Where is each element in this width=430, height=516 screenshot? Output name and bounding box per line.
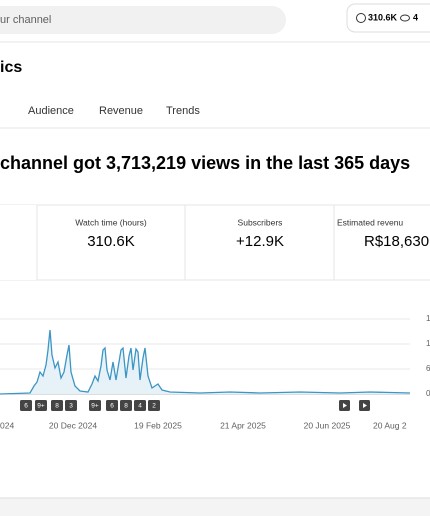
clock-icon	[356, 13, 366, 23]
search-box[interactable]	[0, 6, 286, 34]
annotation-count: 6	[24, 403, 28, 410]
annotation-marker[interactable]	[35, 400, 47, 411]
x-label: 024	[0, 420, 14, 430]
y-label: 1	[426, 339, 430, 348]
card-value: 310.6K	[87, 233, 135, 250]
tab[interactable]: Revenue	[99, 105, 143, 117]
annotation-count: 9+	[37, 403, 45, 410]
card-value: R$18,630	[364, 233, 429, 250]
annotation-marker[interactable]	[89, 400, 101, 411]
status-pill[interactable]	[346, 3, 430, 33]
headline: channel got 3,713,219 views in the last …	[0, 153, 410, 173]
card-label: Estimated revenu	[337, 217, 403, 227]
card-label: Watch time (hours)	[75, 217, 147, 227]
play-icon	[343, 403, 347, 408]
x-label: 20 Aug 2	[373, 420, 407, 430]
markers: 6 9+ 8 3 9+ 6 8 4 2	[20, 400, 160, 411]
eye-icon	[400, 14, 410, 22]
search-placeholder: ur channel	[0, 14, 51, 26]
y-label: 6	[426, 364, 430, 373]
annotation-marker[interactable]	[106, 400, 118, 411]
annotation-marker[interactable]	[148, 400, 160, 411]
x-label: 20 Jun 2025	[304, 420, 351, 430]
annotation-count: 3	[69, 403, 73, 410]
annotation-marker[interactable]	[120, 400, 132, 411]
annotation-marker[interactable]	[51, 400, 63, 411]
annotation-count: 2	[152, 403, 156, 410]
annotation-marker[interactable]	[20, 400, 32, 411]
y-label: 1	[426, 314, 430, 323]
views-line	[0, 329, 411, 395]
card[interactable]	[0, 205, 37, 280]
annotation-count: 8	[124, 403, 128, 410]
annotation-count: 9+	[91, 403, 99, 410]
card-label: Subscribers	[238, 217, 283, 227]
annotation-count: 4	[138, 403, 142, 410]
status-watch: 310.6K	[368, 12, 398, 22]
annotation-count: 6	[110, 403, 114, 410]
tab[interactable]: Trends	[166, 105, 200, 117]
page-title: ics	[0, 59, 22, 76]
chart: 1 1 6 0	[0, 314, 430, 398]
play-icon	[363, 403, 367, 408]
y-label: 0	[426, 389, 430, 398]
status-viewers: 4	[413, 12, 418, 22]
card-value: +12.9K	[236, 233, 284, 250]
annotation-marker[interactable]	[134, 400, 146, 411]
area-fill	[0, 330, 410, 394]
annotation-count: 8	[55, 403, 59, 410]
x-label: 19 Feb 2025	[134, 420, 182, 430]
bottom-bar	[0, 498, 430, 516]
tab[interactable]: Audience	[28, 105, 74, 117]
x-label: 20 Dec 2024	[49, 420, 97, 430]
x-label: 21 Apr 2025	[220, 420, 266, 430]
annotation-marker[interactable]	[65, 400, 77, 411]
